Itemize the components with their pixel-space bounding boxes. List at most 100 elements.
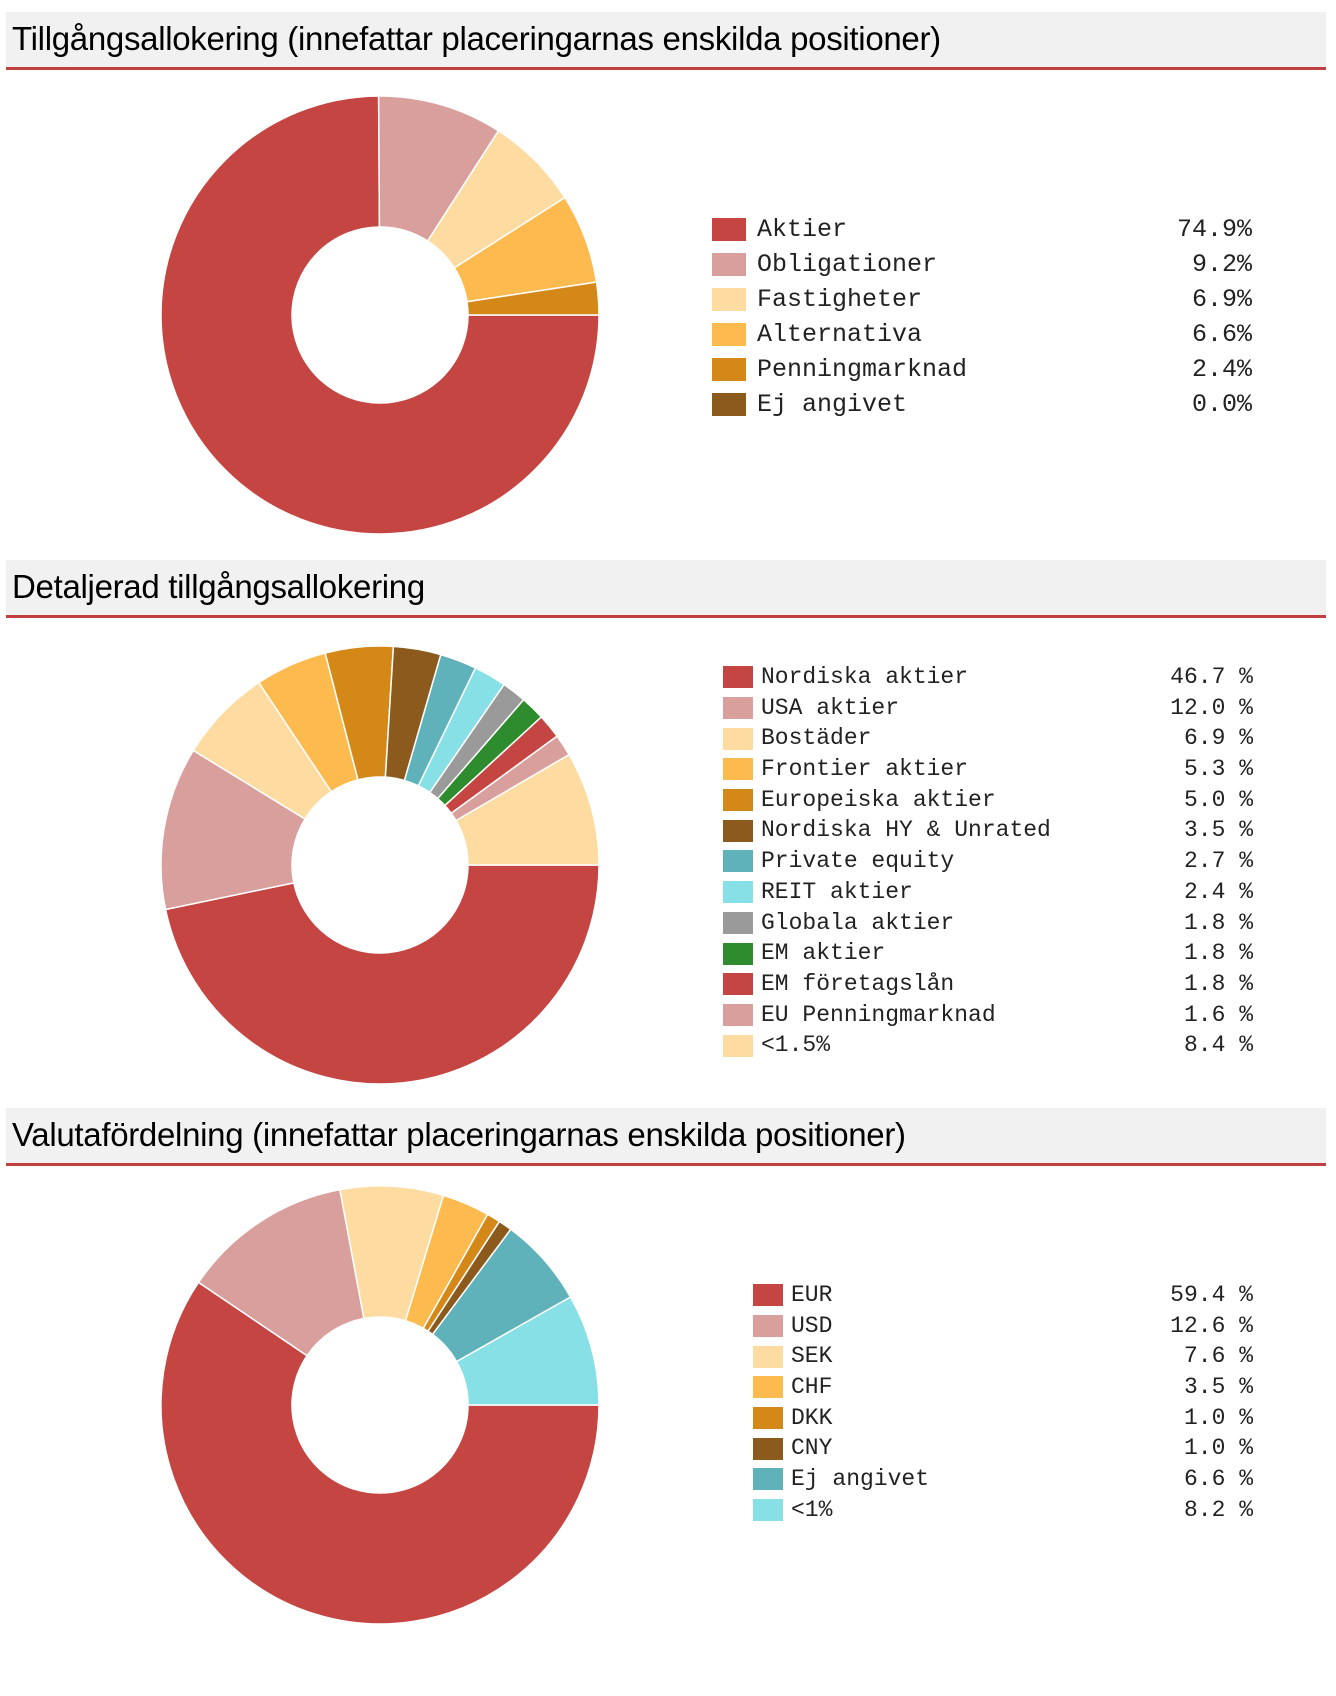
- legend-item: EM aktier 1.8 %: [723, 938, 1263, 969]
- legend-value: 6.9 %: [1183, 725, 1253, 752]
- legend-label: CHF: [791, 1374, 833, 1401]
- legend-label: Ej angivet: [757, 390, 908, 419]
- slice-nordiska-aktier: [164, 864, 600, 1085]
- legend-label: Europeiska aktier: [761, 786, 996, 813]
- legend-value: 5.3 %: [1183, 756, 1253, 783]
- legend-item: Bostäder 6.9 %: [723, 723, 1263, 754]
- legend-swatch: [723, 942, 753, 965]
- slice-aktier: [160, 95, 600, 535]
- legend-item: Ej angivet 6.6 %: [753, 1464, 1263, 1495]
- legend-swatch: [723, 911, 753, 934]
- legend-item: Penningmarknad 2.4%: [712, 352, 1252, 387]
- legend-label: <1%: [791, 1496, 833, 1523]
- legend-item: USA aktier 12.0 %: [723, 693, 1263, 724]
- legend-swatch: [753, 1468, 783, 1491]
- legend-item: DKK 1.0 %: [753, 1403, 1263, 1434]
- legend-item: Fastigheter 6.9%: [712, 282, 1252, 317]
- legend-label: DKK: [791, 1404, 833, 1431]
- legend-swatch: [712, 218, 746, 241]
- chart-title: Detaljerad tillgångsallokering: [12, 568, 425, 605]
- legend-label: Frontier aktier: [761, 756, 969, 783]
- legend-swatch: [723, 697, 753, 720]
- slice-usa-aktier: [160, 749, 307, 911]
- legend-label: USA aktier: [761, 694, 900, 721]
- legend-label: Nordiska aktier: [761, 664, 969, 690]
- legend-swatch: [753, 1315, 783, 1338]
- legend-value: 3.5 %: [1183, 1374, 1253, 1401]
- legend-item: Nordiska aktier 46.7 %: [723, 662, 1263, 693]
- legend-label: EUR: [791, 1282, 833, 1308]
- legend-swatch: [753, 1407, 783, 1430]
- legend-value: 6.9%: [1191, 285, 1252, 314]
- legend-value: 8.2 %: [1183, 1496, 1253, 1523]
- slice-eur: [160, 1281, 600, 1625]
- legend-value: 1.8 %: [1183, 909, 1253, 936]
- legend-label: SEK: [791, 1343, 833, 1370]
- legend-item: Private equity 2.7 %: [723, 846, 1263, 877]
- legend-item: <1% 8.2 %: [753, 1495, 1263, 1526]
- legend-label: REIT aktier: [761, 878, 913, 905]
- slice-usd: [197, 1188, 365, 1357]
- legend-value: 5.0 %: [1183, 786, 1253, 813]
- legend-label: Obligationer: [757, 250, 938, 279]
- legend-value: 9.2%: [1191, 250, 1252, 279]
- legend-item: Aktier 74.9%: [712, 212, 1252, 247]
- donut-chart-asset-allocation: [160, 95, 600, 535]
- slice-1-5: [454, 753, 600, 866]
- legend-value: 2.7 %: [1183, 848, 1253, 875]
- legend-value: 6.6 %: [1183, 1466, 1253, 1493]
- slice-penningmarknad: [466, 281, 600, 316]
- legend-swatch: [723, 758, 753, 781]
- legend-item: <1.5% 8.4 %: [723, 1030, 1263, 1061]
- legend-value: 1.8 %: [1183, 970, 1253, 997]
- legend-swatch: [723, 973, 753, 996]
- legend-value: 0.0%: [1191, 390, 1252, 419]
- legend-swatch: [753, 1345, 783, 1368]
- legend-label: Alternativa: [757, 320, 923, 349]
- legend-swatch: [712, 358, 746, 381]
- legend-value: 12.6 %: [1170, 1312, 1253, 1339]
- legend-swatch: [753, 1376, 783, 1399]
- legend-item: CHF 3.5 %: [753, 1372, 1263, 1403]
- legend-label: Ej angivet: [791, 1466, 930, 1493]
- legend-item: Ej angivet 0.0%: [712, 387, 1252, 422]
- legend-label: EM aktier: [761, 940, 886, 967]
- legend-swatch: [712, 323, 746, 346]
- legend-swatch: [723, 789, 753, 812]
- legend-swatch: [723, 1034, 753, 1057]
- legend-value: 2.4%: [1191, 355, 1252, 384]
- legend-label: Fastigheter: [757, 285, 923, 314]
- legend-label: EM företagslån: [761, 970, 955, 997]
- legend-value: 74.9%: [1176, 215, 1252, 244]
- legend-swatch: [712, 253, 746, 276]
- legend-item: Nordiska HY & Unrated 3.5 %: [723, 815, 1263, 846]
- legend-currency-allocation: EUR 59.4 % USD 12.6 % SEK 7.6 % CHF 3.5 % DKK 1.0…: [753, 1280, 1263, 1526]
- legend-item: Obligationer 9.2%: [712, 247, 1252, 282]
- legend-value: 12.0 %: [1170, 694, 1253, 721]
- legend-swatch: [723, 819, 753, 842]
- legend-value: 1.0 %: [1183, 1435, 1253, 1462]
- legend-value: 2.4 %: [1183, 878, 1253, 905]
- legend-swatch: [753, 1437, 783, 1460]
- donut-chart-currency-allocation: [160, 1185, 600, 1625]
- legend-value: 59.4 %: [1170, 1282, 1253, 1308]
- legend-value: 7.6 %: [1183, 1343, 1253, 1370]
- legend-label: Private equity: [761, 848, 955, 875]
- section-header-detailed-allocation: Detaljerad tillgångsallokering: [6, 560, 1326, 618]
- chart-title: Valutafördelning (innefattar placeringar…: [12, 1116, 906, 1153]
- legend-label: EU Penningmarknad: [761, 1001, 996, 1028]
- legend-swatch: [753, 1499, 783, 1522]
- legend-swatch: [723, 1003, 753, 1026]
- legend-value: 1.6 %: [1183, 1001, 1253, 1028]
- legend-swatch: [712, 288, 746, 311]
- legend-swatch: [723, 881, 753, 904]
- section-header-asset-allocation: Tillgångsallokering (innefattar placerin…: [6, 12, 1326, 70]
- legend-value: 6.6%: [1191, 320, 1252, 349]
- legend-label: Nordiska HY & Unrated: [761, 817, 1051, 844]
- section-header-currency-allocation: Valutafördelning (innefattar placeringar…: [6, 1108, 1326, 1166]
- legend-swatch: [723, 666, 753, 689]
- legend-item: CNY 1.0 %: [753, 1433, 1263, 1464]
- legend-label: Globala aktier: [761, 909, 955, 936]
- legend-detailed-allocation: Nordiska aktier 46.7 % USA aktier 12.0 % Bos…: [723, 662, 1263, 1061]
- legend-swatch: [723, 727, 753, 750]
